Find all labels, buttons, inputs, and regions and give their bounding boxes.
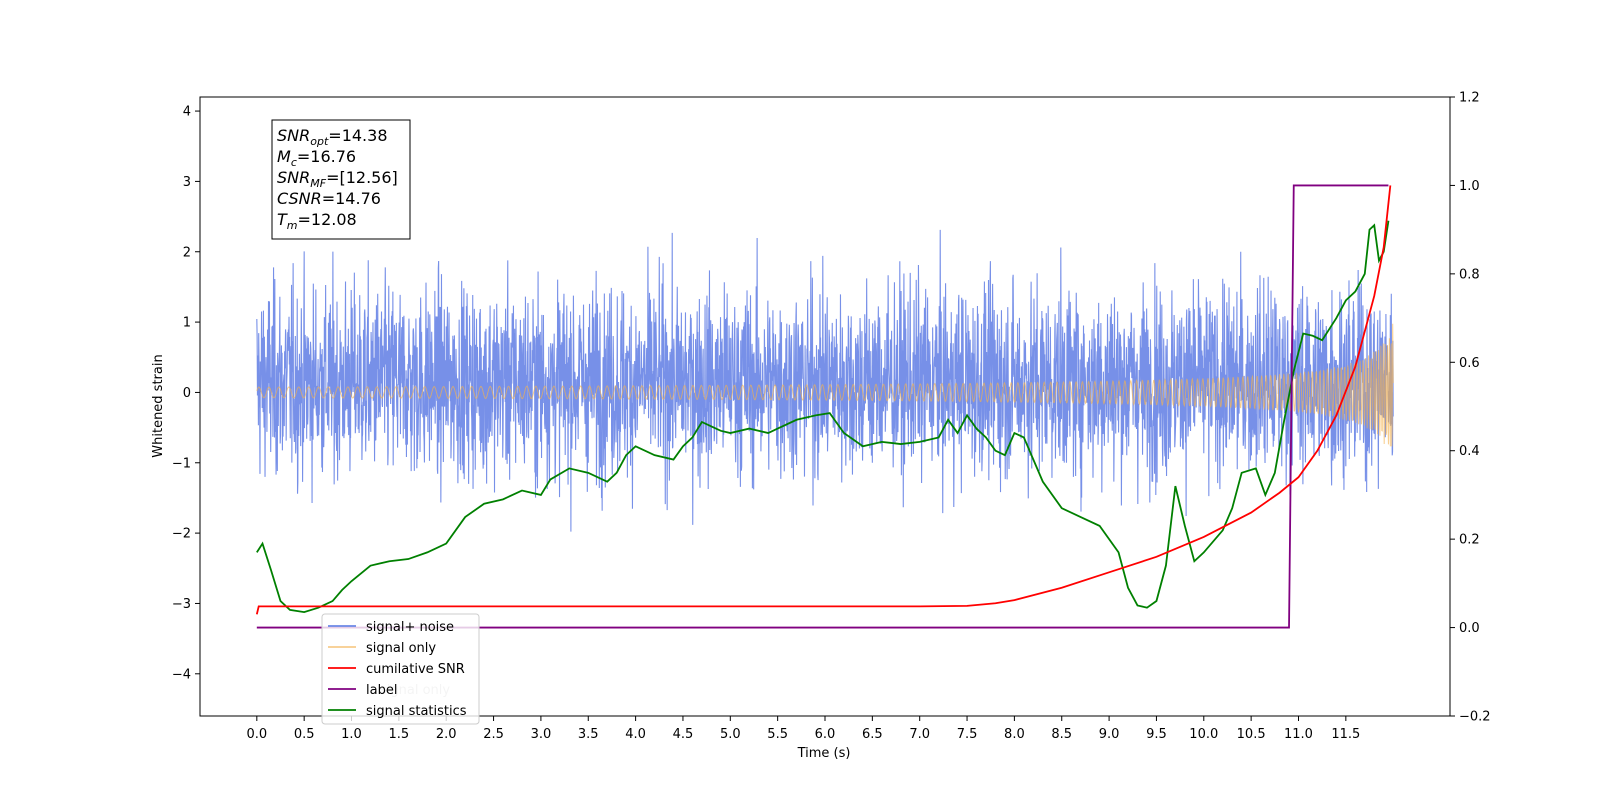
x-tick-label: 7.5 — [957, 727, 978, 742]
x-tick-label: 2.5 — [483, 727, 504, 742]
x-tick-label: 1.5 — [389, 727, 410, 742]
y-tick-label: 2 — [183, 245, 191, 260]
x-tick-label: 8.5 — [1051, 727, 1072, 742]
cumulative-snr-line — [255, 185, 1392, 615]
x-tick-label: 6.5 — [862, 727, 883, 742]
y2-tick-label: 0.6 — [1459, 356, 1480, 371]
y-tick-label: −3 — [172, 597, 191, 612]
legend: signal+ noise signal only cumilative SNR la… — [321, 613, 480, 725]
x-tick-label: 0.5 — [294, 727, 315, 742]
y-tick-label: 0 — [183, 386, 191, 401]
x-tick-label: 9.5 — [1146, 727, 1167, 742]
legend-label: label — [366, 683, 397, 698]
annotation-line: SNRopt=14.38 — [277, 126, 388, 148]
y-axis-label: Whitened strain — [151, 354, 166, 457]
y2-tick-label: 0.8 — [1459, 267, 1480, 282]
x-tick-label: 11.5 — [1331, 727, 1360, 742]
annotation-line: SNRMF=[12.56] — [277, 168, 398, 190]
y2-tick-label: −0.2 — [1459, 710, 1491, 725]
x-tick-label: 2.0 — [436, 727, 457, 742]
x-tick-label: 3.0 — [531, 727, 552, 742]
y2-tick-label: 1.0 — [1459, 179, 1480, 194]
plot-area — [255, 184, 1394, 629]
x-tick-label: 11.0 — [1284, 727, 1313, 742]
x-tick-label: 7.0 — [909, 727, 930, 742]
x-tick-label: 6.0 — [815, 727, 836, 742]
x-tick-label: 5.0 — [720, 727, 741, 742]
legend-label: signal only — [366, 641, 436, 656]
legend-label: cumilative SNR — [366, 662, 465, 677]
y2-tick-label: 1.2 — [1459, 91, 1480, 106]
x-tick-label: 4.0 — [625, 727, 646, 742]
y-tick-label: 4 — [183, 105, 191, 120]
x-tick-label: 10.5 — [1237, 727, 1266, 742]
x-tick-label: 4.5 — [673, 727, 694, 742]
x-tick-label: 5.5 — [767, 727, 788, 742]
y-tick-label: −2 — [172, 527, 191, 542]
annotation-line: Mc=16.76 — [277, 147, 356, 169]
x-axis: 0.0 0.5 1.0 1.5 2.0 2.5 3.0 3.5 4.0 4.5 5.0 5.5 6.0 6… — [246, 716, 1360, 742]
y-tick-label: −4 — [172, 667, 191, 682]
legend-ghost-label: signal only — [380, 683, 450, 698]
x-tick-label: 3.5 — [578, 727, 599, 742]
legend-frame — [321, 613, 480, 725]
x-tick-label: 1.0 — [341, 727, 362, 742]
y-tick-label: 3 — [183, 175, 191, 190]
y-axis-right: 1.2 1.0 0.8 0.6 0.4 0.2 0.0 −0.2 — [1450, 91, 1491, 725]
annotation-line: CSNR=14.76 — [277, 189, 381, 208]
legend-label: signal statistics — [366, 704, 467, 719]
x-tick-label: 10.0 — [1189, 727, 1218, 742]
annotation-frame — [271, 119, 411, 240]
x-tick-label: 8.0 — [1004, 727, 1025, 742]
stats-annotation-box: SNRopt=14.38Mc=16.76SNRMF=[12.56]CSNR=14… — [271, 119, 411, 240]
y-axis-left: 4 3 2 1 0 −1 −2 −3 −4 — [172, 105, 200, 682]
y-tick-label: 1 — [183, 316, 191, 331]
y-tick-label: −1 — [172, 456, 191, 471]
signal-only-line — [256, 323, 1394, 447]
y2-tick-label: 0.2 — [1459, 533, 1480, 548]
x-axis-label: Time (s) — [797, 746, 851, 761]
label-line — [256, 184, 1389, 629]
y2-tick-label: 0.0 — [1459, 621, 1480, 636]
annotation-line: Tm=12.08 — [277, 210, 357, 232]
x-tick-label: 0.0 — [246, 727, 267, 742]
legend-label: signal+ noise — [366, 620, 454, 635]
y2-tick-label: 0.4 — [1459, 444, 1480, 459]
x-tick-label: 9.0 — [1099, 727, 1120, 742]
signal-statistics-line — [256, 220, 1390, 614]
